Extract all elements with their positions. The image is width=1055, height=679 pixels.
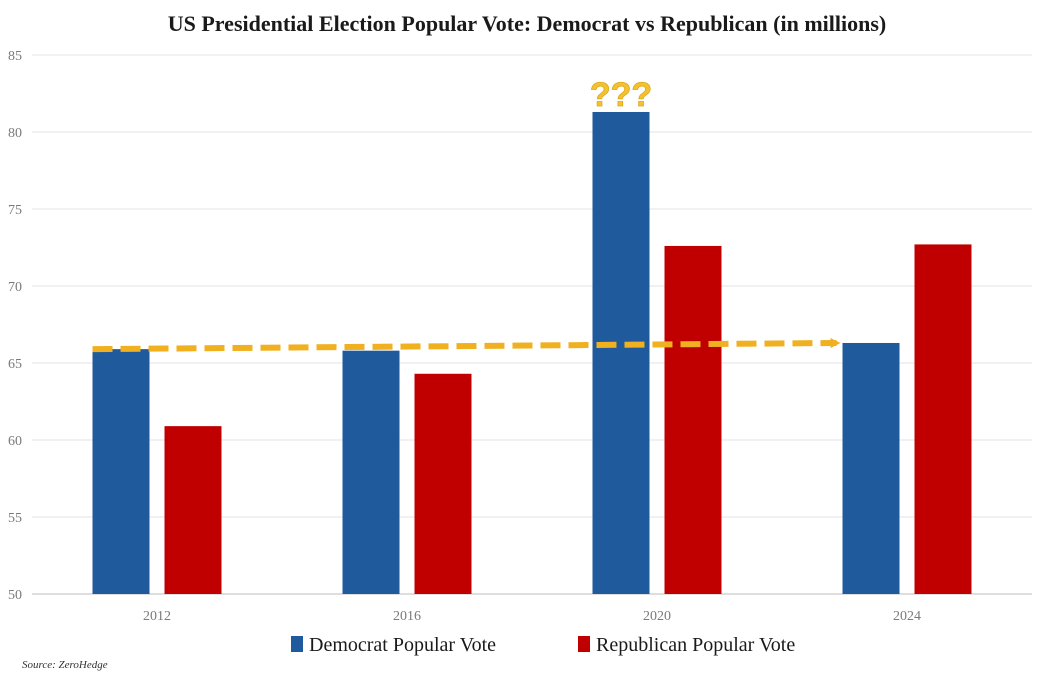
annotations: ??? xyxy=(92,76,841,353)
y-tick-label-80: 80 xyxy=(8,126,22,141)
bar-republican-2012 xyxy=(164,426,222,594)
y-axis: 50 55 60 65 70 75 80 85 xyxy=(8,49,22,603)
y-tick-label-65: 65 xyxy=(8,357,22,372)
bar-democrat-2024 xyxy=(842,342,900,594)
x-tick-label-2024: 2024 xyxy=(893,609,921,624)
trend-arrow xyxy=(92,338,841,353)
legend-label-republican: Republican Popular Vote xyxy=(596,634,795,656)
y-tick-label-55: 55 xyxy=(8,511,22,526)
source-note: Source: ZeroHedge xyxy=(22,659,108,671)
legend: Democrat Popular Vote Republican Popular… xyxy=(291,634,795,656)
bar-democrat-2012 xyxy=(92,349,150,594)
legend-swatch-democrat xyxy=(291,636,303,652)
legend-label-democrat: Democrat Popular Vote xyxy=(309,634,496,656)
bar-republican-2024 xyxy=(914,244,972,595)
x-tick-label-2020: 2020 xyxy=(643,609,671,624)
bar-republican-2016 xyxy=(414,373,472,594)
y-tick-label-75: 75 xyxy=(8,203,22,218)
y-tick-label-50: 50 xyxy=(8,588,22,603)
x-tick-label-2016: 2016 xyxy=(393,609,421,624)
x-axis: 2012 2016 2020 2024 xyxy=(143,609,921,624)
chart-title: US Presidential Election Popular Vote: D… xyxy=(168,11,886,36)
bar-republican-2020 xyxy=(664,245,722,594)
bar-democrat-2016 xyxy=(342,350,400,594)
question-annotation: ??? xyxy=(590,76,652,114)
x-tick-label-2012: 2012 xyxy=(143,609,171,624)
legend-swatch-republican xyxy=(578,636,590,652)
y-tick-label-60: 60 xyxy=(8,434,22,449)
y-tick-label-70: 70 xyxy=(8,280,22,295)
bar-democrat-2020 xyxy=(592,111,650,594)
bars xyxy=(92,111,972,595)
y-tick-label-85: 85 xyxy=(8,49,22,64)
